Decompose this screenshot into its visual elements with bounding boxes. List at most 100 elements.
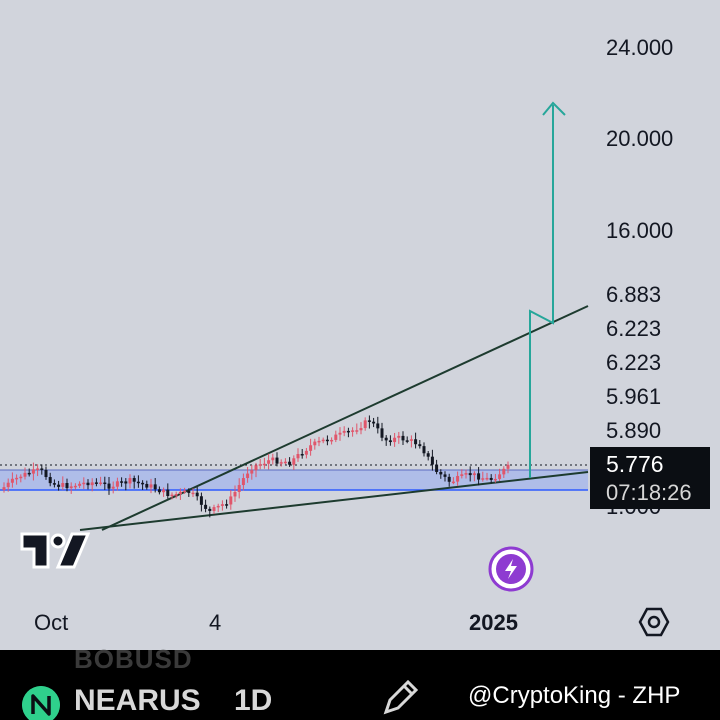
candle-body-115 xyxy=(485,477,489,480)
candle-body-44 xyxy=(187,490,191,493)
candle-body-46 xyxy=(195,492,199,497)
candle-body-110 xyxy=(464,473,468,475)
candle-body-49 xyxy=(208,508,212,511)
candle-body-28 xyxy=(120,481,124,483)
candle-body-97 xyxy=(409,439,413,441)
candle-body-81 xyxy=(342,430,346,433)
candle-body-98 xyxy=(414,439,418,445)
candle-body-15 xyxy=(65,482,69,489)
candle-body-38 xyxy=(162,489,166,493)
time-label-oct: Oct xyxy=(34,610,69,635)
candle-body-12 xyxy=(52,483,56,485)
candle-body-108 xyxy=(456,475,460,482)
candle-body-69 xyxy=(292,458,296,465)
candle-body-47 xyxy=(199,496,203,505)
candle-body-51 xyxy=(216,505,220,508)
candle-body-111 xyxy=(468,473,472,476)
candle-body-106 xyxy=(447,476,451,482)
price-label-3: 16.000 xyxy=(606,218,674,243)
chart-svg xyxy=(0,101,590,531)
candle-body-20 xyxy=(86,482,90,486)
settings-hexagon-icon[interactable] xyxy=(638,606,670,638)
price-label-2: 20.000 xyxy=(606,126,674,151)
candle-body-100 xyxy=(422,446,426,454)
candle-body-45 xyxy=(191,492,195,495)
candle-body-34 xyxy=(145,483,149,488)
candle-body-54 xyxy=(229,496,233,505)
candle-body-22 xyxy=(94,482,98,484)
candle-body-65 xyxy=(275,457,279,464)
candle-body-57 xyxy=(241,478,245,486)
candle-body-7 xyxy=(31,469,35,474)
candle-body-23 xyxy=(99,482,103,485)
candle-body-25 xyxy=(107,483,111,489)
near-logo xyxy=(22,686,60,720)
candle-body-27 xyxy=(115,481,119,487)
candle-body-4 xyxy=(19,476,23,479)
candle-body-1 xyxy=(6,482,10,488)
time-label-2025: 2025 xyxy=(469,610,518,635)
candle-body-5 xyxy=(23,472,27,477)
candle-body-58 xyxy=(246,473,250,479)
candle-body-39 xyxy=(166,489,170,496)
candle-body-59 xyxy=(250,470,254,474)
price-label-1: 24.000 xyxy=(606,35,674,60)
candle-body-6 xyxy=(27,472,31,475)
candle-body-26 xyxy=(111,486,115,489)
candle-body-96 xyxy=(405,440,409,442)
candle-body-68 xyxy=(288,461,292,465)
candle-body-77 xyxy=(325,439,329,442)
candle-body-66 xyxy=(279,462,283,464)
candle-body-89 xyxy=(376,423,380,429)
candle-body-29 xyxy=(124,481,128,484)
candle-body-87 xyxy=(367,420,371,422)
interval-selector[interactable]: 1D xyxy=(234,684,273,717)
symbol-selector[interactable]: NEARUS xyxy=(74,684,201,717)
candle-body-48 xyxy=(204,504,208,509)
candle-countdown: 07:18:26 xyxy=(606,480,692,505)
candle-body-61 xyxy=(258,464,262,466)
chart-area[interactable]: 24.000 20.000 16.000 6.883 6.223 6.223 5… xyxy=(0,0,720,650)
candle-body-14 xyxy=(61,482,65,487)
price-label-6: 6.223 xyxy=(606,350,662,375)
candle-body-24 xyxy=(103,482,107,485)
candle-body-88 xyxy=(372,421,376,424)
candle-body-11 xyxy=(48,477,52,484)
candle-body-60 xyxy=(254,465,258,471)
price-label-7: 5.961 xyxy=(606,384,662,409)
candle-body-8 xyxy=(36,468,40,470)
candle-body-70 xyxy=(296,453,300,459)
candle-body-72 xyxy=(304,450,308,455)
pencil-icon[interactable] xyxy=(380,678,420,718)
candle-body-42 xyxy=(178,491,182,494)
candle-body-103 xyxy=(435,464,439,472)
candle-body-112 xyxy=(472,473,476,476)
candle-body-31 xyxy=(132,478,136,482)
price-label-5: 6.223 xyxy=(606,316,662,341)
lightning-bolt-icon[interactable] xyxy=(488,546,534,592)
candle-body-86 xyxy=(363,420,367,429)
target-path xyxy=(529,105,554,478)
candle-body-18 xyxy=(78,483,82,486)
target-arrowhead xyxy=(542,101,566,116)
candle-body-120 xyxy=(506,464,510,469)
candle-body-95 xyxy=(401,435,405,441)
candle-body-50 xyxy=(212,507,216,511)
candle-body-2 xyxy=(10,478,14,483)
candle-body-41 xyxy=(174,493,178,496)
candle-body-43 xyxy=(183,490,187,493)
candles xyxy=(2,415,510,518)
candle-body-9 xyxy=(40,468,44,470)
candle-body-90 xyxy=(380,428,384,438)
candle-body-63 xyxy=(267,460,271,464)
candle-body-62 xyxy=(262,463,266,466)
candle-body-13 xyxy=(57,484,61,487)
candle-body-113 xyxy=(477,473,481,480)
candle-body-52 xyxy=(220,504,224,506)
candle-body-114 xyxy=(481,478,485,480)
candle-body-3 xyxy=(15,477,19,480)
candle-body-53 xyxy=(225,504,229,506)
candle-body-107 xyxy=(451,481,455,484)
candle-body-109 xyxy=(460,474,464,476)
